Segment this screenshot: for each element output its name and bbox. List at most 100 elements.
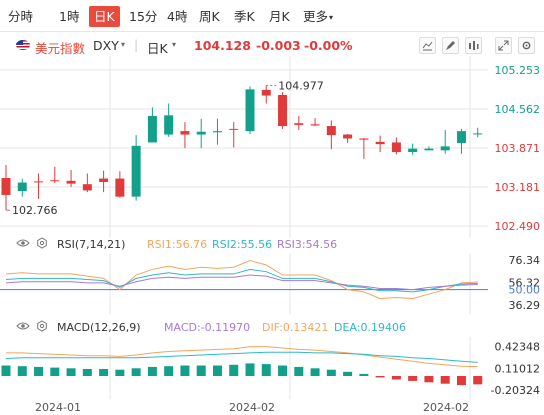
candle-body [343,134,353,139]
y-tick-label: 103.181 [495,181,541,194]
macd-histogram-bar [164,366,174,376]
expand-button[interactable] [495,37,512,54]
rsi-header: RSI(7,14,21) RSI1:56.76 RSI2:55.56 RSI3:… [0,237,544,253]
macd-histogram-bar [17,366,27,376]
macd-histogram-bar [375,376,385,378]
tab-weekly[interactable]: 周K [199,6,220,27]
chevron-down-icon[interactable]: ▾ [172,40,177,49]
eye-icon[interactable] [16,320,30,335]
candle-body [375,141,385,145]
chevron-down-icon: ▾ [329,13,334,22]
candle-body [34,181,44,183]
macd-histogram-bar [408,376,418,381]
macd-histogram-bar [424,376,434,383]
macd-histogram-bar [147,366,157,376]
divider: | [134,37,139,52]
contrast-icon [469,41,479,50]
rsi2-label: RSI2:55.56 [212,238,273,251]
macd-histogram-bar [294,366,304,376]
rsi1-label: RSI1:56.76 [147,238,208,251]
macd-histogram-bar [440,376,450,384]
macd-histogram-bar [1,365,11,376]
candle-body [82,184,92,191]
macd-histogram-bar [391,376,401,380]
high-annotation: 104.977 [278,79,324,92]
tab-label: 1時 [59,9,80,24]
macd-tick-label: -0.20324 [491,384,540,397]
candle-body [212,131,222,133]
tab-label: 周K [199,9,220,24]
x-axis-date-label: 2024-02 [229,401,275,414]
contrast-button[interactable] [465,37,482,54]
candle-body [278,95,288,127]
macd-histogram-bar [261,364,271,376]
tab-15m[interactable]: 15分 [129,6,157,27]
tab-fenshi[interactable]: 分時 [8,6,33,27]
candlestick-chart[interactable]: 105.253 104.562 103.871 103.181 102.490 104.9… [0,56,544,238]
macd-histogram-bar [278,365,288,376]
candle-body [391,142,401,153]
macd-histogram-bar [212,365,222,376]
chevron-down-icon[interactable]: ▾ [121,40,126,49]
tab-monthly[interactable]: 月K [269,6,290,27]
candle-body [408,148,418,153]
rsi-title: RSI(7,14,21) [57,238,126,251]
x-axis-date-label: 2024-02 [423,401,469,414]
timeframe-tabs: 分時 1時 日K 15分 4時 周K 季K 月K 更多▾ [0,0,544,32]
gear-icon[interactable] [36,237,48,252]
candle-body [229,128,239,130]
macd-histogram-bar [229,364,239,376]
macd-tick-label: 0.11012 [495,362,541,375]
macd-tick-label: 0.42348 [495,340,541,353]
brush-button[interactable] [442,37,459,54]
macd-histogram-bar [359,373,369,376]
dea-line [5,351,478,363]
us-flag-icon [16,40,30,50]
tab-label: 4時 [167,9,188,24]
candle-body [440,146,450,151]
settings-button[interactable] [518,37,535,54]
candle-body [294,123,304,125]
candle-body [473,133,483,135]
tab-label: 日K [94,9,115,24]
candle-body [424,148,434,151]
tab-4h[interactable]: 4時 [167,6,187,27]
tab-label: 更多 [303,9,329,24]
candle-body [310,124,320,126]
candle-body [115,178,125,197]
candle-body [456,131,466,144]
y-tick-label: 104.562 [495,103,541,116]
tab-label: 分時 [8,9,34,24]
candle-body [359,138,369,140]
tab-1h[interactable]: 1時 [59,6,79,27]
macd-histogram-bar [326,369,336,376]
tab-quarterly[interactable]: 季K [234,6,255,27]
gear-icon[interactable] [36,320,48,335]
rsi-tick-label: 56.32 [509,277,541,290]
candle-body [17,182,27,191]
macd-header: MACD(12,26,9) MACD:-0.11970 DIF:0.13421 … [0,320,544,336]
period-selector[interactable]: 日K [147,41,168,56]
candle-body [99,178,109,182]
candle-body [245,89,255,132]
candle-body [326,126,336,136]
macd-histogram-bar [473,376,483,385]
settings-icon [522,41,531,50]
symbol-code[interactable]: DXY [93,38,119,53]
rsi-series-line [5,268,478,293]
line-draw-button[interactable] [419,37,436,54]
candle-body [50,180,60,182]
macd-histogram-bar [180,365,190,376]
macd-histogram-bar [343,371,353,376]
candle-body [1,178,11,195]
tab-daily[interactable]: 日K [89,6,120,27]
macd-title: MACD(12,26,9) [57,321,141,334]
tab-more[interactable]: 更多▾ [303,6,333,27]
y-tick-label: 103.871 [495,142,541,155]
dif-line [6,346,478,368]
eye-icon[interactable] [16,237,30,252]
rsi-tick-label: 36.29 [509,299,541,312]
symbol-name[interactable]: 美元指數 [35,41,86,56]
macd-histogram-bar [99,369,109,376]
